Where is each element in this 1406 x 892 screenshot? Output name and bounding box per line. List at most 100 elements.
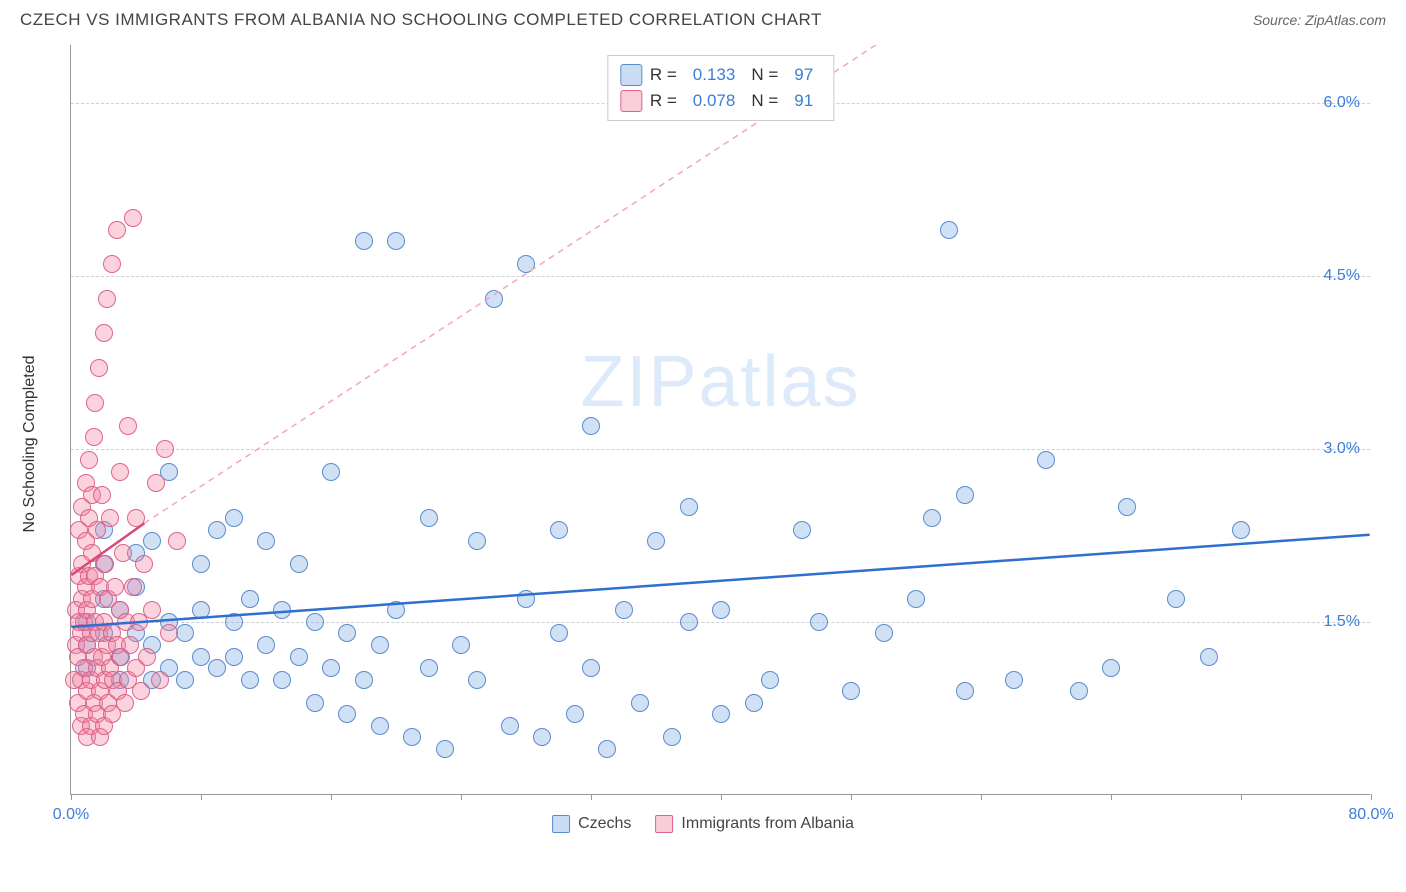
- point-czechs: [322, 659, 340, 677]
- point-albania: [151, 671, 169, 689]
- point-czechs: [225, 613, 243, 631]
- point-czechs: [1102, 659, 1120, 677]
- point-czechs: [290, 555, 308, 573]
- swatch-sm-albania: [655, 815, 673, 833]
- y-tick-label: 6.0%: [1324, 94, 1360, 112]
- point-czechs: [1037, 451, 1055, 469]
- point-czechs: [420, 509, 438, 527]
- point-albania: [93, 486, 111, 504]
- point-albania: [85, 428, 103, 446]
- point-czechs: [712, 601, 730, 619]
- point-czechs: [842, 682, 860, 700]
- point-czechs: [566, 705, 584, 723]
- point-czechs: [241, 590, 259, 608]
- x-tick: [201, 794, 202, 800]
- point-czechs: [550, 521, 568, 539]
- point-czechs: [192, 555, 210, 573]
- point-czechs: [1167, 590, 1185, 608]
- source-label: Source: ZipAtlas.com: [1253, 12, 1386, 28]
- point-czechs: [436, 740, 454, 758]
- point-czechs: [761, 671, 779, 689]
- legend-item-czechs: Czechs: [552, 815, 631, 833]
- point-albania: [90, 359, 108, 377]
- point-czechs: [306, 613, 324, 631]
- point-czechs: [290, 648, 308, 666]
- chart-header: CZECH VS IMMIGRANTS FROM ALBANIA NO SCHO…: [0, 0, 1406, 35]
- point-czechs: [1005, 671, 1023, 689]
- point-czechs: [306, 694, 324, 712]
- point-albania: [135, 555, 153, 573]
- legend-row-albania: R = 0.078 N = 91: [620, 88, 821, 114]
- point-czechs: [680, 498, 698, 516]
- x-tick: [461, 794, 462, 800]
- point-czechs: [322, 463, 340, 481]
- chart-container: No Schooling Completed ZIPatlas R = 0.13…: [20, 35, 1386, 835]
- point-czechs: [582, 659, 600, 677]
- x-tick: [851, 794, 852, 800]
- y-tick-label: 3.0%: [1324, 440, 1360, 458]
- point-czechs: [745, 694, 763, 712]
- point-czechs: [355, 232, 373, 250]
- point-czechs: [680, 613, 698, 631]
- point-albania: [168, 532, 186, 550]
- point-albania: [127, 509, 145, 527]
- point-albania: [124, 209, 142, 227]
- point-czechs: [956, 682, 974, 700]
- x-tick: [71, 794, 72, 800]
- point-czechs: [582, 417, 600, 435]
- point-albania: [160, 624, 178, 642]
- point-czechs: [225, 648, 243, 666]
- point-czechs: [907, 590, 925, 608]
- point-czechs: [468, 532, 486, 550]
- point-albania: [138, 648, 156, 666]
- point-czechs: [1200, 648, 1218, 666]
- point-czechs: [387, 232, 405, 250]
- point-albania: [147, 474, 165, 492]
- x-tick-label: 80.0%: [1348, 806, 1393, 824]
- point-czechs: [273, 671, 291, 689]
- legend-stats: R = 0.133 N = 97 R = 0.078 N = 91: [607, 55, 834, 121]
- point-czechs: [338, 624, 356, 642]
- point-czechs: [663, 728, 681, 746]
- point-czechs: [517, 590, 535, 608]
- legend-row-czechs: R = 0.133 N = 97: [620, 62, 821, 88]
- point-albania: [80, 451, 98, 469]
- point-czechs: [452, 636, 470, 654]
- point-albania: [98, 290, 116, 308]
- point-albania: [156, 440, 174, 458]
- point-albania: [101, 509, 119, 527]
- point-czechs: [468, 671, 486, 689]
- grid-line: [71, 622, 1370, 623]
- x-tick: [331, 794, 332, 800]
- point-albania: [103, 255, 121, 273]
- point-czechs: [875, 624, 893, 642]
- point-czechs: [355, 671, 373, 689]
- point-czechs: [192, 648, 210, 666]
- point-czechs: [208, 659, 226, 677]
- point-czechs: [598, 740, 616, 758]
- point-czechs: [1070, 682, 1088, 700]
- point-czechs: [143, 532, 161, 550]
- point-czechs: [176, 671, 194, 689]
- x-tick: [981, 794, 982, 800]
- point-albania: [95, 324, 113, 342]
- point-czechs: [810, 613, 828, 631]
- chart-title: CZECH VS IMMIGRANTS FROM ALBANIA NO SCHO…: [20, 10, 822, 30]
- swatch-sm-czechs: [552, 815, 570, 833]
- x-tick: [1111, 794, 1112, 800]
- x-tick: [721, 794, 722, 800]
- grid-line: [71, 449, 1370, 450]
- x-tick-label: 0.0%: [53, 806, 89, 824]
- legend-series: Czechs Immigrants from Albania: [552, 815, 854, 833]
- watermark: ZIPatlas: [580, 341, 860, 423]
- point-czechs: [956, 486, 974, 504]
- point-albania: [111, 463, 129, 481]
- point-albania: [121, 636, 139, 654]
- point-czechs: [940, 221, 958, 239]
- point-czechs: [501, 717, 519, 735]
- swatch-albania: [620, 90, 642, 112]
- point-czechs: [338, 705, 356, 723]
- point-czechs: [533, 728, 551, 746]
- point-albania: [116, 694, 134, 712]
- legend-item-albania: Immigrants from Albania: [655, 815, 854, 833]
